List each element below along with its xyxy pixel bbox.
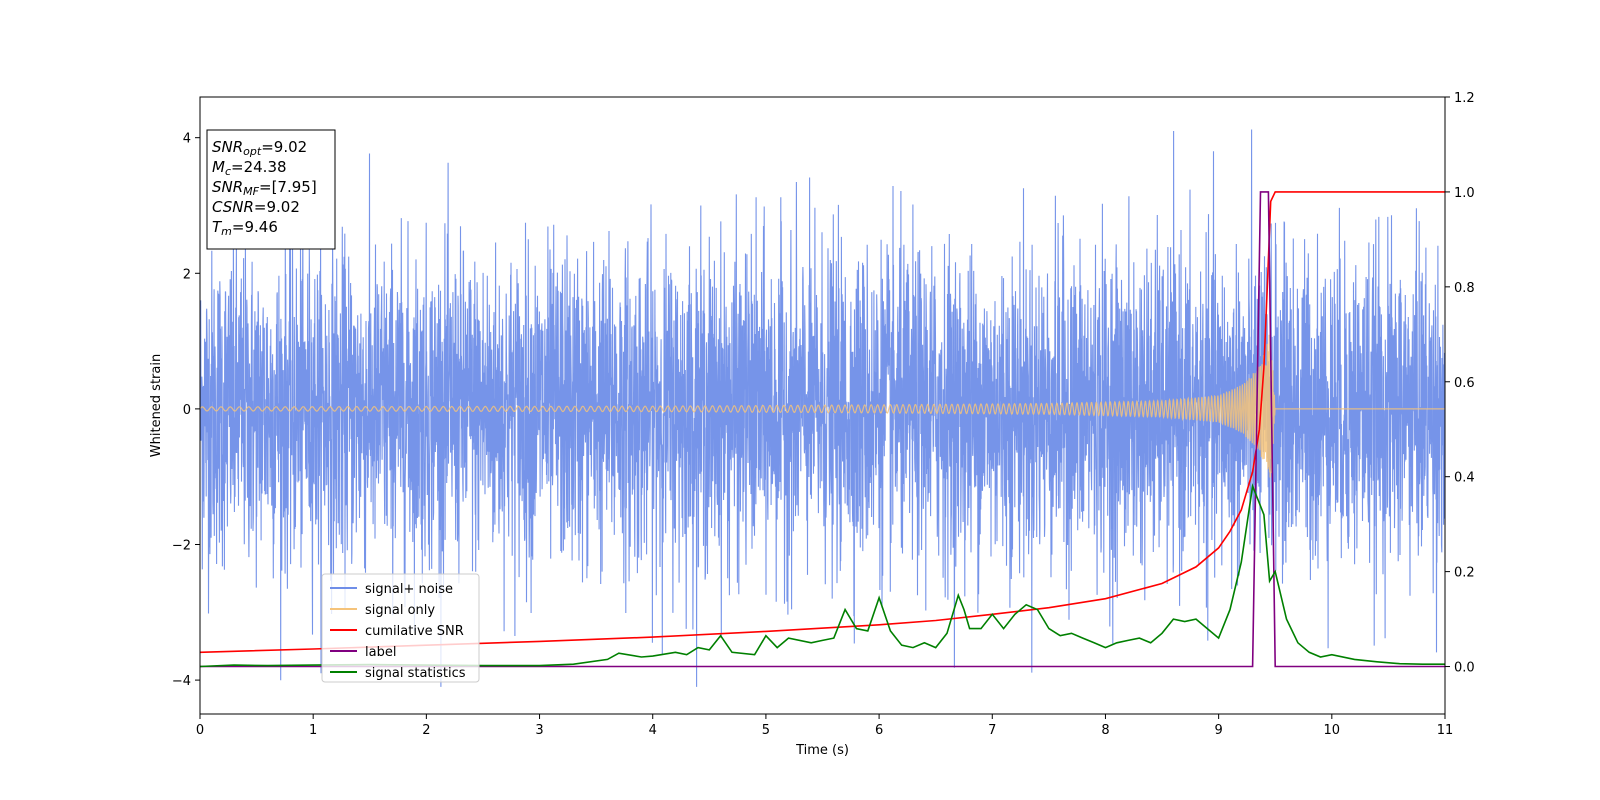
legend-entry-label: cumilative SNR bbox=[365, 624, 464, 639]
annotation-value: =24.38 bbox=[231, 158, 287, 176]
annotation-symbol: SNR bbox=[212, 178, 243, 196]
annotation-box-frame bbox=[206, 129, 336, 250]
series-label-line bbox=[200, 191, 1445, 668]
y-tick-label: −2 bbox=[172, 538, 191, 553]
series-signal-only-line bbox=[200, 330, 1445, 478]
y-axis-label: Whitened strain bbox=[149, 354, 164, 457]
annotation-symbol: SNR bbox=[212, 138, 243, 156]
y-tick-label: 2 bbox=[183, 267, 191, 282]
x-tick-label: 4 bbox=[649, 723, 657, 738]
x-tick-label: 3 bbox=[535, 723, 543, 738]
annotation-value: =9.02 bbox=[254, 198, 300, 216]
legend-entry-label: label bbox=[365, 645, 396, 660]
annotation-value: =[7.95] bbox=[259, 178, 317, 196]
series-cumulative-snr-line bbox=[200, 191, 1445, 654]
series-signal-statistics-line bbox=[200, 483, 1445, 668]
x-tick-label: 6 bbox=[875, 723, 883, 738]
x-tick-label: 8 bbox=[1101, 723, 1109, 738]
y-tick-label: 0 bbox=[183, 403, 191, 418]
y-tick-label: −4 bbox=[172, 674, 191, 689]
y-axis-right: 0.0 0.2 0.4 0.6 0.8 1.0 1.2 bbox=[1445, 91, 1475, 676]
y2-tick-label: 1.0 bbox=[1454, 186, 1475, 201]
stats-annotation-box: SNRopt=9.02Mc=24.38SNRMF=[7.95]CSNR=9.02… bbox=[206, 129, 336, 250]
legend-entry-label: signal statistics bbox=[365, 666, 466, 681]
annotation-line: SNRopt=9.02 bbox=[212, 138, 307, 158]
legend-frame bbox=[321, 573, 480, 683]
legend-entry-label: signal+ noise bbox=[365, 582, 453, 597]
x-tick-label: 10 bbox=[1324, 723, 1341, 738]
annotation-line: Mc=24.38 bbox=[212, 158, 287, 178]
annotation-symbol: T bbox=[212, 218, 223, 236]
annotation-symbol: M bbox=[212, 158, 225, 176]
annotation-subscript: m bbox=[221, 225, 232, 238]
y-axis-left: −4 −2 0 2 4 bbox=[172, 132, 200, 689]
annotation-line: SNRMF=[7.95] bbox=[212, 178, 317, 198]
annotation-value: =9.02 bbox=[261, 138, 307, 156]
x-tick-label: 1 bbox=[309, 723, 317, 738]
axes-frame bbox=[199, 96, 1446, 715]
annotation-subscript: opt bbox=[243, 145, 262, 158]
annotation-subscript: c bbox=[225, 165, 231, 178]
x-tick-label: 7 bbox=[988, 723, 996, 738]
annotation-symbol: CSNR bbox=[212, 198, 254, 216]
x-tick-label: 11 bbox=[1437, 723, 1454, 738]
legend-entry-label: signal only bbox=[365, 603, 435, 618]
x-tick-label: 5 bbox=[762, 723, 770, 738]
x-tick-label: 0 bbox=[196, 723, 204, 738]
y2-tick-label: 0.6 bbox=[1454, 376, 1475, 391]
y2-tick-label: 0.8 bbox=[1454, 281, 1475, 296]
x-tick-label: 2 bbox=[422, 723, 430, 738]
y2-tick-label: 1.2 bbox=[1454, 91, 1475, 106]
plot-area bbox=[200, 129, 1445, 687]
y2-tick-label: 0.4 bbox=[1454, 471, 1475, 486]
legend: signal+ noise signal only cumilative SNR la… bbox=[321, 573, 480, 683]
y-tick-label: 4 bbox=[183, 132, 191, 147]
x-axis: 0 1 2 3 4 5 6 7 8 9 10 11 bbox=[196, 714, 1453, 738]
annotation-subscript: MF bbox=[243, 185, 259, 198]
y2-tick-label: 0.2 bbox=[1454, 566, 1475, 581]
x-tick-label: 9 bbox=[1214, 723, 1222, 738]
x-axis-label: Time (s) bbox=[795, 743, 849, 758]
annotation-line: CSNR=9.02 bbox=[212, 198, 300, 216]
y2-tick-label: 0.0 bbox=[1454, 661, 1475, 676]
annotation-value: =9.46 bbox=[232, 218, 278, 236]
annotation-line: Tm=9.46 bbox=[212, 218, 278, 238]
